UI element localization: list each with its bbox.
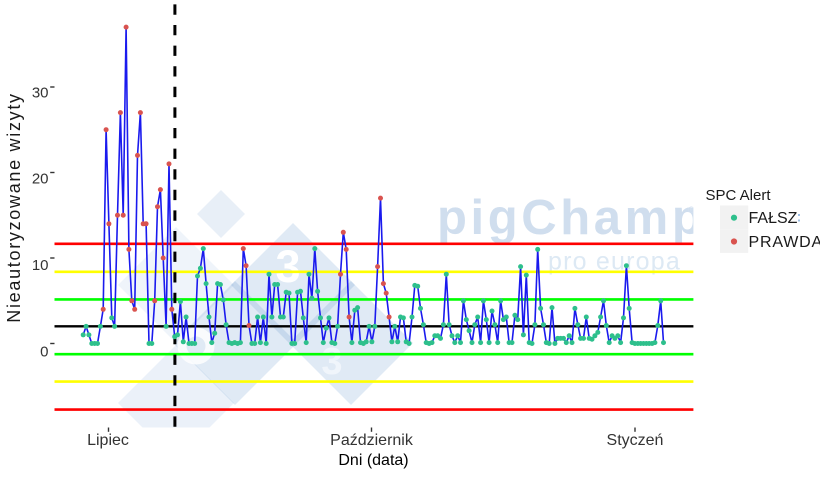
svg-text:Dni (data): Dni (data) xyxy=(338,452,408,469)
svg-text:pigChamp: pigChamp xyxy=(437,191,705,245)
svg-text:FAŁSZ: FAŁSZ xyxy=(749,210,798,227)
svg-text:PRAWDA: PRAWDA xyxy=(749,234,820,251)
svg-text:10: 10 xyxy=(32,257,49,274)
svg-text:Październik: Październik xyxy=(330,432,414,449)
svg-text:30: 30 xyxy=(32,85,49,102)
svg-text:3: 3 xyxy=(321,341,342,383)
svg-text:0: 0 xyxy=(40,344,48,361)
svg-text:SPC Alert: SPC Alert xyxy=(706,187,772,204)
svg-text:Lipiec: Lipiec xyxy=(87,432,129,449)
svg-text:Styczeń: Styczeń xyxy=(607,432,664,449)
svg-text:Nieautoryzowane wizyty: Nieautoryzowane wizyty xyxy=(4,92,24,322)
svg-text:20: 20 xyxy=(32,171,49,188)
